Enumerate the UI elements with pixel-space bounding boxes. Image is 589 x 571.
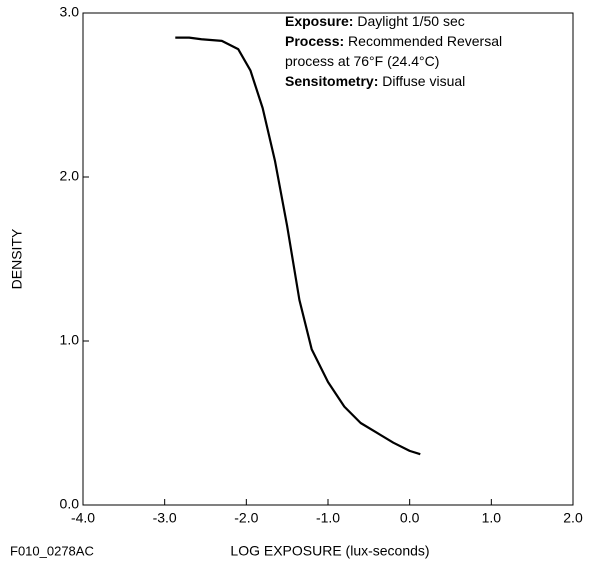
- x-tick-label: -1.0: [316, 510, 340, 526]
- y-tick-label: 0.0: [60, 496, 80, 512]
- annotation: Exposure: Daylight 1/50 sec: [285, 13, 465, 29]
- y-tick-label: 2.0: [60, 168, 80, 184]
- x-axis-label: LOG EXPOSURE (lux-seconds): [230, 543, 429, 559]
- annotation: Sensitometry: Diffuse visual: [285, 73, 465, 89]
- annotation: Process: Recommended Reversal: [285, 33, 502, 49]
- y-tick-label: 3.0: [60, 4, 80, 20]
- footnote: F010_0278AC: [10, 543, 94, 558]
- x-tick-label: 2.0: [563, 510, 583, 526]
- x-tick-label: 0.0: [400, 510, 420, 526]
- x-tick-label: -2.0: [234, 510, 258, 526]
- x-tick-label: -4.0: [71, 510, 95, 526]
- annotation-label: Sensitometry:: [285, 73, 378, 89]
- annotation-text: process at 76°F (24.4°C): [285, 53, 439, 69]
- annotation-label: Process:: [285, 33, 344, 49]
- annotation-label: Exposure:: [285, 13, 353, 29]
- x-tick-label: 1.0: [482, 510, 502, 526]
- y-tick-label: 1.0: [60, 332, 80, 348]
- x-tick-label: -3.0: [153, 510, 177, 526]
- annotation-text: Diffuse visual: [382, 73, 465, 89]
- y-axis-label: DENSITY: [9, 228, 25, 289]
- annotation-text: Recommended Reversal: [348, 33, 502, 49]
- annotation-text: Daylight 1/50 sec: [357, 13, 464, 29]
- annotation: process at 76°F (24.4°C): [285, 53, 439, 69]
- curve: [175, 36, 421, 456]
